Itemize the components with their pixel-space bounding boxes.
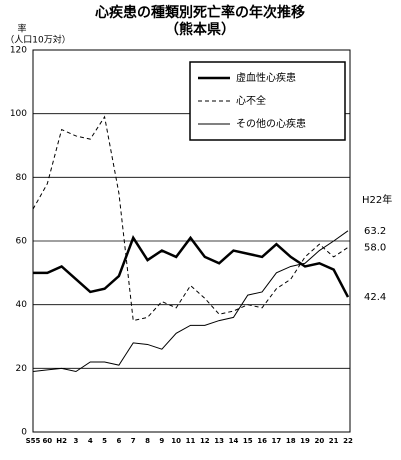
legend-label: その他の心疾患 <box>236 117 306 130</box>
series-line <box>33 235 350 298</box>
x-tick-label: 14 <box>229 437 239 445</box>
x-tick-label: 12 <box>200 437 210 445</box>
x-tick-label: 7 <box>131 437 136 445</box>
y-tick-label: 20 <box>16 364 28 374</box>
x-tick-label: 11 <box>186 437 196 445</box>
y-tick-label: 40 <box>16 300 28 310</box>
x-tick-label: 13 <box>214 437 224 445</box>
value-label: 58.0 <box>364 242 386 253</box>
x-tick-label: H2 <box>56 437 67 445</box>
x-tick-label: 8 <box>145 437 150 445</box>
x-tick-label: 5 <box>102 437 107 445</box>
chart-title: 心疾患の種類別死亡率の年次推移 <box>95 4 305 21</box>
x-tick-label: 16 <box>257 437 267 445</box>
x-tick-label: S55 <box>26 437 41 445</box>
x-tick-label: 60 <box>42 437 52 445</box>
series-line <box>32 115 349 322</box>
annotation: H22年 <box>362 193 392 206</box>
y-tick-label: 80 <box>16 173 28 183</box>
x-tick-label: 20 <box>314 437 324 445</box>
x-tick-label: 22 <box>343 437 353 445</box>
series-line <box>32 230 349 373</box>
x-tick-label: 3 <box>74 437 79 445</box>
value-label: 63.2 <box>364 226 386 237</box>
x-tick-label: 18 <box>286 437 296 445</box>
x-tick-label: 15 <box>243 437 253 445</box>
legend-label: 虚血性心疾患 <box>236 71 296 84</box>
y-tick-label: 0 <box>21 428 27 438</box>
y-axis-unit: （人口10万対） <box>5 34 70 46</box>
y-tick-label: 120 <box>10 46 27 56</box>
x-tick-label: 4 <box>88 437 93 445</box>
x-tick-label: 9 <box>159 437 164 445</box>
value-label: 42.4 <box>364 292 386 303</box>
legend-label: 心不全 <box>236 94 266 107</box>
x-tick-label: 6 <box>116 437 121 445</box>
x-tick-label: 21 <box>329 437 339 445</box>
x-tick-label: 10 <box>171 437 181 445</box>
plot-frame <box>32 49 351 433</box>
y-tick-label: 100 <box>10 109 27 119</box>
x-tick-label: 19 <box>300 437 310 445</box>
chart-subtitle: （熊本県） <box>165 21 235 38</box>
y-tick-label: 60 <box>16 237 28 247</box>
x-tick-label: 17 <box>272 437 282 445</box>
y-axis-label: 率 <box>17 23 26 35</box>
